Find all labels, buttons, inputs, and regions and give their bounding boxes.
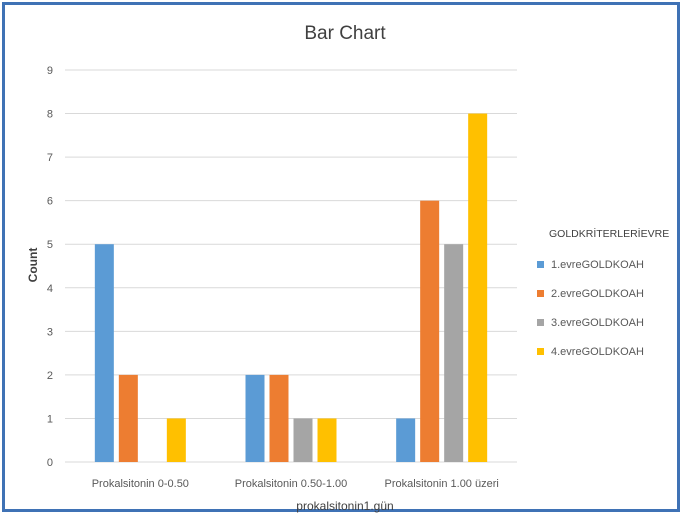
- y-tick-label: 3: [47, 326, 53, 338]
- bar-1-2[interactable]: [245, 374, 265, 462]
- y-tick-label: 6: [47, 196, 53, 208]
- legend[interactable]: 1.evreGOLDKOAH 2.evreGOLDKOAH 3.evreGOLDKO…: [537, 259, 644, 358]
- legend-swatch: [537, 261, 544, 268]
- y-tick-labels: 0 1 2 3 4 5 6 7 8 9: [47, 65, 53, 469]
- y-tick-label: 8: [47, 109, 53, 121]
- bar-2-2[interactable]: [269, 374, 289, 462]
- bars: [94, 113, 488, 463]
- legend-swatch: [537, 348, 544, 355]
- x-tick-labels: Prokalsitonin 0-0.50 Prokalsitonin 0.50-1…: [92, 478, 499, 490]
- legend-title: GOLDKRİTERLERİEVRE: [549, 227, 669, 240]
- bar-2-3[interactable]: [420, 200, 440, 462]
- x-tick-label: Prokalsitonin 0-0.50: [92, 478, 189, 490]
- bar-1-3[interactable]: [396, 418, 416, 462]
- y-tick-label: 9: [47, 65, 53, 77]
- bar-4-2[interactable]: [317, 418, 337, 462]
- y-tick-label: 2: [47, 370, 53, 382]
- y-tick-label: 0: [47, 457, 53, 469]
- bar-4-1[interactable]: [166, 418, 186, 462]
- bar-1-1[interactable]: [94, 244, 114, 462]
- y-tick-label: 5: [47, 239, 53, 251]
- bar-3-3[interactable]: [444, 244, 464, 462]
- bar-3-2[interactable]: [293, 418, 313, 462]
- legend-swatch: [537, 290, 544, 297]
- y-tick-label: 1: [47, 413, 53, 425]
- chart-frame: [2, 2, 680, 512]
- x-tick-label: Prokalsitonin 0.50-1.00: [235, 478, 348, 490]
- chart-title: Bar Chart: [304, 23, 386, 44]
- bar-4-3[interactable]: [468, 113, 488, 463]
- x-tick-label: Prokalsitonin 1.00 üzeri: [384, 478, 498, 490]
- bar-2-1[interactable]: [118, 374, 138, 462]
- legend-label[interactable]: 2.evreGOLDKOAH: [551, 288, 644, 300]
- y-tick-label: 7: [47, 152, 53, 164]
- grid-lines: [65, 69, 517, 463]
- legend-label[interactable]: 3.evreGOLDKOAH: [551, 317, 644, 329]
- x-axis-title: prokalsitonin1.gün: [296, 499, 393, 513]
- y-tick-label: 4: [47, 283, 53, 295]
- legend-label[interactable]: 4.evreGOLDKOAH: [551, 346, 644, 358]
- y-axis-title: Count: [26, 248, 40, 283]
- legend-label[interactable]: 1.evreGOLDKOAH: [551, 259, 644, 271]
- legend-swatch: [537, 319, 544, 326]
